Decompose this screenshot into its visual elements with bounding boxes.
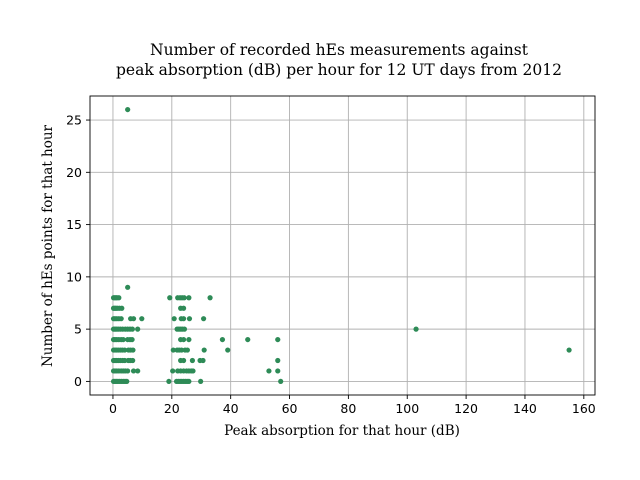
data-point: [120, 336, 126, 343]
data-point: [124, 378, 130, 385]
data-point: [130, 357, 136, 364]
data-point: [180, 357, 187, 364]
data-point: [181, 295, 187, 301]
x-tick-label: 120: [454, 401, 478, 416]
data-point: [135, 368, 141, 374]
x-tick-label: 0: [109, 401, 117, 416]
plot-area-frame: [89, 95, 596, 396]
x-tick-label: 100: [395, 401, 419, 416]
data-point: [125, 106, 131, 113]
x-tick-label: 80: [340, 401, 356, 416]
data-point: [167, 295, 173, 301]
data-point: [207, 295, 213, 301]
data-point: [122, 347, 128, 353]
y-tick-label: 0: [74, 374, 82, 389]
data-point: [125, 284, 131, 290]
x-axis-ticks: 0 20 40 60 80 100 120 140 160: [109, 395, 596, 416]
data-point: [219, 336, 226, 343]
data-point: [225, 347, 231, 353]
data-point: [278, 378, 284, 385]
data-point: [266, 368, 272, 374]
data-point: [118, 316, 124, 322]
x-tick-label: 40: [223, 401, 239, 416]
y-tick-label: 10: [66, 269, 82, 284]
data-point: [200, 316, 207, 322]
data-point: [135, 326, 141, 332]
data-point: [245, 336, 251, 343]
data-point: [180, 316, 187, 322]
data-point: [181, 326, 188, 332]
data-point: [130, 347, 136, 353]
x-tick-label: 160: [572, 401, 596, 416]
x-tick-label: 60: [282, 401, 298, 416]
data-point: [275, 357, 281, 364]
data-point: [130, 316, 137, 322]
data-point: [201, 347, 207, 353]
y-axis-label: Number of hEs points for that hour: [40, 124, 56, 367]
data-point: [170, 347, 176, 353]
x-axis-label: Peak absorption for that hour (dB): [224, 423, 460, 439]
grid-lines: [90, 96, 595, 395]
data-point: [186, 336, 192, 343]
data-point: [566, 347, 572, 353]
data-point: [129, 336, 135, 343]
y-tick-label: 25: [66, 113, 82, 128]
data-point: [275, 368, 281, 374]
data-point: [119, 305, 125, 311]
y-tick-label: 20: [66, 165, 82, 180]
x-tick-label: 140: [513, 401, 537, 416]
data-point: [189, 357, 196, 364]
data-point: [190, 368, 196, 374]
chart-title-line-2: peak absorption (dB) per hour for 12 UT …: [116, 61, 562, 79]
y-tick-label: 5: [74, 322, 82, 337]
data-point: [170, 368, 176, 374]
data-point: [413, 326, 419, 332]
data-point: [186, 295, 192, 301]
data-point: [184, 347, 191, 353]
x-tick-label: 20: [164, 401, 180, 416]
data-point: [125, 368, 131, 374]
data-point: [116, 295, 122, 301]
data-point: [275, 336, 281, 343]
data-point: [129, 326, 135, 332]
data-point: [130, 368, 137, 374]
data-point: [180, 305, 187, 311]
data-point: [171, 316, 177, 322]
data-point: [186, 378, 192, 385]
data-point: [139, 316, 145, 322]
y-tick-label: 15: [66, 217, 82, 232]
data-point: [186, 316, 193, 322]
chart-title-line-1: Number of recorded hEs measurements agai…: [150, 41, 529, 59]
data-point: [166, 378, 172, 385]
data-point: [198, 378, 204, 385]
data-point: [180, 336, 187, 343]
y-axis-ticks: 0 5 10 15 20 25: [66, 113, 90, 389]
data-point: [200, 357, 206, 364]
data-points: [110, 106, 572, 385]
